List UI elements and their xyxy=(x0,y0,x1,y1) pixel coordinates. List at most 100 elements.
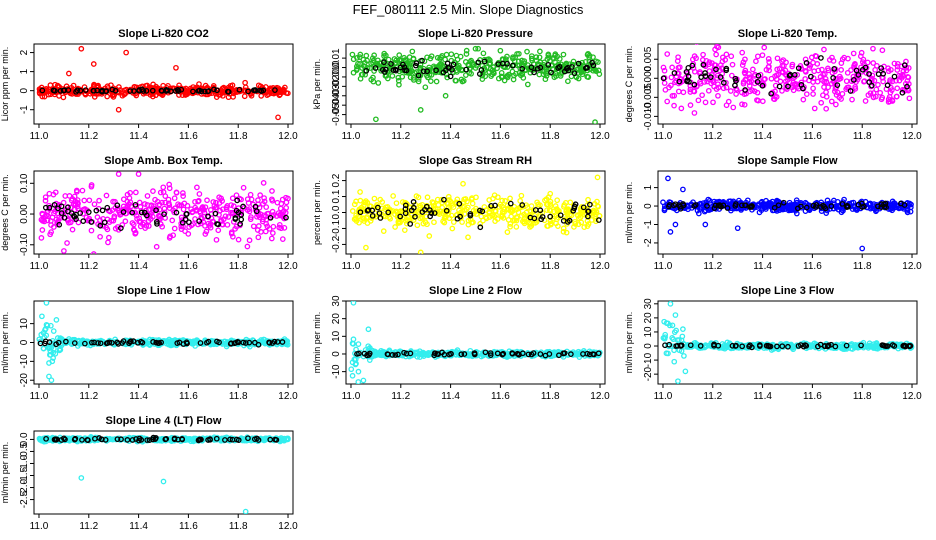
data-point xyxy=(730,104,737,111)
overlay-point xyxy=(454,215,461,222)
data-point xyxy=(810,85,816,92)
y-tick-label: 0.2 xyxy=(331,173,342,187)
overlay-point xyxy=(267,214,274,221)
overlay-point xyxy=(786,72,793,79)
data-point xyxy=(675,88,682,95)
x-tick-label: 11.0 xyxy=(30,261,49,272)
data-point xyxy=(150,203,157,209)
data-point xyxy=(906,200,913,207)
data-point xyxy=(444,74,451,81)
data-point xyxy=(830,58,837,64)
data-point xyxy=(870,94,877,100)
overlay-point xyxy=(443,67,449,74)
data-point xyxy=(82,90,88,97)
overlay-point xyxy=(138,209,145,216)
overlay-point xyxy=(810,202,817,209)
data-point xyxy=(114,205,121,212)
panel-title: Slope Line 3 Flow xyxy=(741,285,834,297)
panel-title: Slope Line 1 Flow xyxy=(117,285,210,297)
overlay-point xyxy=(879,342,886,348)
outlier-point xyxy=(373,116,379,123)
overlay-point xyxy=(776,83,783,90)
data-point xyxy=(106,234,112,241)
y-tick-label: -0.04 xyxy=(331,93,342,116)
y-tick-label: -2 xyxy=(643,238,654,247)
overlay-point xyxy=(889,342,896,348)
data-point xyxy=(669,322,676,329)
overlay-point xyxy=(798,82,805,88)
data-point xyxy=(240,184,247,191)
outlier-point xyxy=(355,368,362,375)
overlay-point xyxy=(904,83,910,90)
panel-3: Slope Li-820 Temp.11.0 11.2 11.4 11.6 11.8 12… xyxy=(624,28,922,142)
data-point xyxy=(666,322,673,329)
data-point xyxy=(238,209,245,216)
outlier-point xyxy=(594,174,601,181)
data-point xyxy=(281,224,288,231)
overlay-point xyxy=(749,344,755,351)
panel-title: Slope Li-820 CO2 xyxy=(118,28,208,40)
x-tick-label: 11.2 xyxy=(79,131,98,142)
y-tick-label: 0.0 xyxy=(331,60,342,74)
overlay-point xyxy=(196,218,202,224)
outlier-point xyxy=(43,301,50,306)
data-point xyxy=(434,196,441,203)
data-point xyxy=(489,71,495,78)
data-point xyxy=(64,240,70,246)
data-point xyxy=(487,57,493,64)
data-point xyxy=(527,221,534,227)
overlay-point xyxy=(272,87,278,93)
data-point xyxy=(753,58,759,65)
data-point xyxy=(814,78,821,85)
overlay-point xyxy=(546,351,553,357)
data-point xyxy=(465,61,472,68)
overlay-point xyxy=(866,71,872,77)
data-point xyxy=(357,75,364,82)
data-point xyxy=(715,81,721,88)
data-point xyxy=(419,350,426,356)
overlay-point xyxy=(402,202,409,209)
outlier-point xyxy=(173,64,179,71)
data-point xyxy=(41,218,48,225)
y-tick-label: -2.5 xyxy=(19,491,30,509)
data-point xyxy=(828,98,835,105)
data-point xyxy=(157,216,164,222)
data-point xyxy=(354,55,360,61)
data-point xyxy=(203,228,210,235)
data-point xyxy=(849,88,856,94)
data-point xyxy=(595,59,601,65)
data-point xyxy=(517,197,524,204)
y-tick-label: -0.10 xyxy=(19,233,30,256)
data-point xyxy=(67,204,74,211)
data-point xyxy=(889,87,895,93)
x-tick-label: 12.0 xyxy=(278,261,298,272)
overlay-point xyxy=(884,82,891,89)
data-point xyxy=(838,67,844,73)
data-point xyxy=(802,56,809,63)
data-point xyxy=(499,203,505,210)
data-point xyxy=(661,67,668,74)
data-point xyxy=(349,51,356,58)
data-point xyxy=(449,225,456,232)
overlay-point xyxy=(90,87,97,94)
data-point xyxy=(448,51,455,58)
data-point xyxy=(794,71,801,78)
data-point xyxy=(874,62,880,69)
overlay-point xyxy=(803,204,810,211)
data-point xyxy=(127,189,134,196)
y-tick-label: -0.1 xyxy=(331,219,342,237)
data-point xyxy=(671,92,678,99)
data-point xyxy=(149,213,156,220)
data-point xyxy=(868,204,875,211)
data-point xyxy=(825,84,831,91)
data-point xyxy=(772,88,778,95)
overlay-point xyxy=(476,71,483,77)
data-point xyxy=(230,233,236,240)
outlier-point xyxy=(90,251,97,254)
data-point xyxy=(242,79,248,86)
data-point xyxy=(839,207,845,213)
overlay-point xyxy=(839,201,846,207)
data-point xyxy=(833,204,840,211)
y-tick-label: 0 xyxy=(643,343,654,349)
